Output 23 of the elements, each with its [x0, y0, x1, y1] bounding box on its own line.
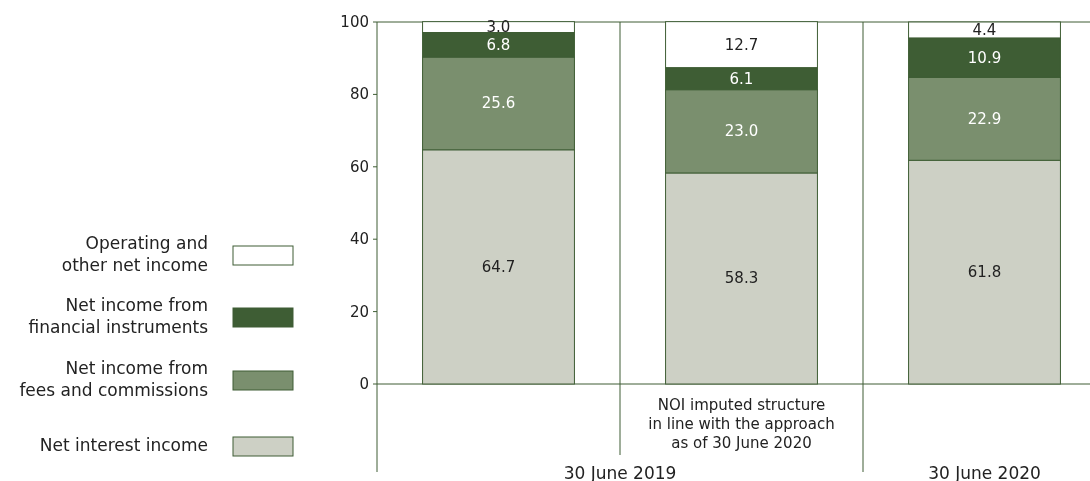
y-tick-label: 80: [349, 85, 369, 104]
data-label: 6.8: [486, 35, 511, 54]
y-tick-label: 100: [340, 13, 369, 31]
legend-label: Operating and other net income: [61, 233, 208, 275]
data-label: 23.0: [724, 122, 759, 141]
data-label: 6.1: [729, 69, 754, 88]
data-label: 22.9: [967, 109, 1002, 128]
x-tick-label: NOI imputed structure in line with the approach as of 30 June 2020: [648, 396, 835, 452]
y-tick-label: 40: [349, 230, 369, 249]
data-label: 10.9: [967, 48, 1002, 67]
data-label: 3.0: [486, 18, 511, 37]
data-label: 12.7: [724, 35, 759, 54]
legend-label: Net income from fees and commissions: [19, 358, 209, 400]
legend-label: Net income from financial instruments: [28, 295, 209, 337]
y-tick-label: 20: [349, 302, 369, 321]
data-label: 4.4: [972, 20, 997, 39]
data-label: 61.8: [967, 263, 1002, 282]
data-label: 64.7: [481, 257, 516, 276]
legend-label: Net interest income: [39, 435, 208, 455]
data-label: 25.6: [481, 94, 516, 113]
y-tick-label: 0: [359, 375, 369, 393]
y-tick-label: 60: [349, 157, 369, 176]
data-label: 58.3: [724, 269, 759, 288]
